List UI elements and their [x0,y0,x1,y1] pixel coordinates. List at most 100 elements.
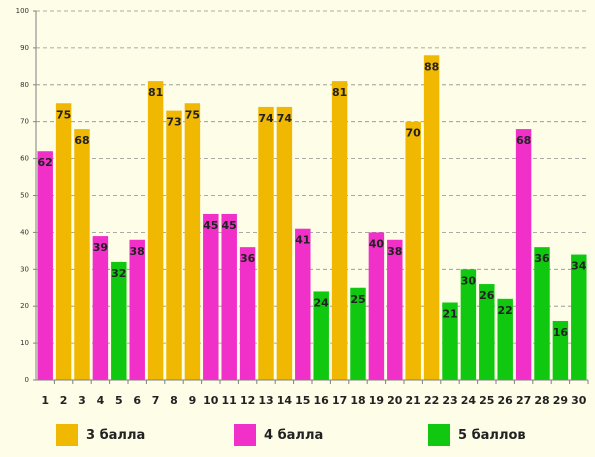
legend-item-5: 5 баллов [428,422,526,448]
x-tick-label: 26 [498,394,514,407]
x-tick-label: 25 [479,394,494,407]
data-label: 34 [571,260,587,273]
x-tick-label: 4 [97,394,105,407]
x-tick-label: 20 [387,394,403,407]
bar [497,298,513,380]
grid-lines [36,10,588,344]
y-tick-label: 50 [20,192,29,200]
x-tick-label: 12 [240,394,255,407]
legend-label: 3 балла [86,427,146,443]
data-label: 45 [203,219,218,232]
x-tick-label: 29 [553,394,568,407]
data-label: 45 [222,219,237,232]
bar [423,55,440,380]
y-tick-label: 0 [25,376,29,384]
bars [37,55,587,381]
bar [184,103,201,380]
bar [331,81,348,381]
x-tick-label: 19 [369,394,384,407]
data-label: 38 [387,245,402,258]
x-tick-label: 3 [78,394,86,407]
x-tick-label: 21 [406,394,421,407]
data-label: 74 [258,112,274,125]
bar [129,239,145,380]
legend-swatch [56,424,78,446]
legend: 3 балла 4 балла 5 баллов [0,422,595,448]
y-tick-label: 70 [20,118,29,126]
y-tick-label: 30 [20,265,29,273]
data-label: 75 [56,108,71,121]
x-tick-label: 28 [534,394,549,407]
bar [37,151,53,380]
data-label: 21 [442,308,457,321]
data-label: 16 [553,326,569,339]
data-label: 24 [314,296,330,309]
x-tick-label: 9 [189,394,197,407]
x-tick-label: 15 [295,394,310,407]
data-label: 32 [111,267,126,280]
y-tick-label: 90 [20,44,29,52]
data-label: 81 [148,86,163,99]
y-axis-ticks: 0 10 20 30 40 50 60 70 80 90 100 [16,7,36,384]
bar [479,284,495,380]
data-label: 36 [240,252,256,265]
data-label: 70 [406,127,422,140]
x-tick-label: 16 [314,394,330,407]
bar [368,232,385,380]
data-label: 73 [166,116,181,129]
bar [405,121,421,380]
bar [92,236,109,380]
bar [166,110,182,380]
data-label: 68 [516,134,531,147]
x-tick-label: 27 [516,394,531,407]
bar [239,247,256,380]
legend-swatch [234,424,256,446]
x-tick-label: 14 [277,394,293,407]
x-tick-label: 8 [170,394,178,407]
x-tick-label: 13 [258,394,273,407]
data-label: 68 [74,134,89,147]
legend-item-3: 3 балла [56,422,145,448]
x-tick-label: 2 [60,394,68,407]
bar [221,213,237,380]
data-label: 26 [479,289,495,302]
x-tick-label: 24 [461,394,477,407]
bar [258,106,274,380]
legend-item-4: 4 балла [234,422,323,448]
bar [203,213,219,380]
x-tick-label: 6 [133,394,141,407]
data-label: 40 [369,237,385,250]
x-tick-label: 5 [115,394,123,407]
legend-label: 4 балла [264,427,324,443]
x-tick-label: 23 [442,394,457,407]
bar [111,261,127,380]
y-tick-label: 100 [16,7,29,15]
bar [442,302,458,380]
x-axis-ticks: 1 2 3 4 5 6 7 8 9 10 11 12 13 14 15 16 17 18 19 20 21 22 23 24 2… [41,380,589,407]
data-label: 30 [461,274,477,287]
x-tick-label: 22 [424,394,439,407]
y-tick-label: 20 [20,302,29,310]
bar [460,269,477,380]
data-label: 41 [295,234,310,247]
x-tick-label: 11 [222,394,237,407]
bar [74,129,90,380]
bar [295,228,311,380]
x-tick-label: 30 [571,394,587,407]
data-label: 22 [498,304,513,317]
x-tick-label: 17 [332,394,347,407]
bar [313,291,329,380]
x-tick-label: 10 [203,394,219,407]
y-tick-label: 10 [20,339,29,347]
data-label: 74 [277,112,293,125]
y-tick-label: 80 [20,81,29,89]
bar [276,106,293,380]
data-label: 25 [350,293,365,306]
y-tick-label: 60 [20,155,29,163]
data-label: 36 [534,252,550,265]
bar [387,239,403,380]
data-label: 38 [130,245,145,258]
x-tick-label: 1 [41,394,49,407]
